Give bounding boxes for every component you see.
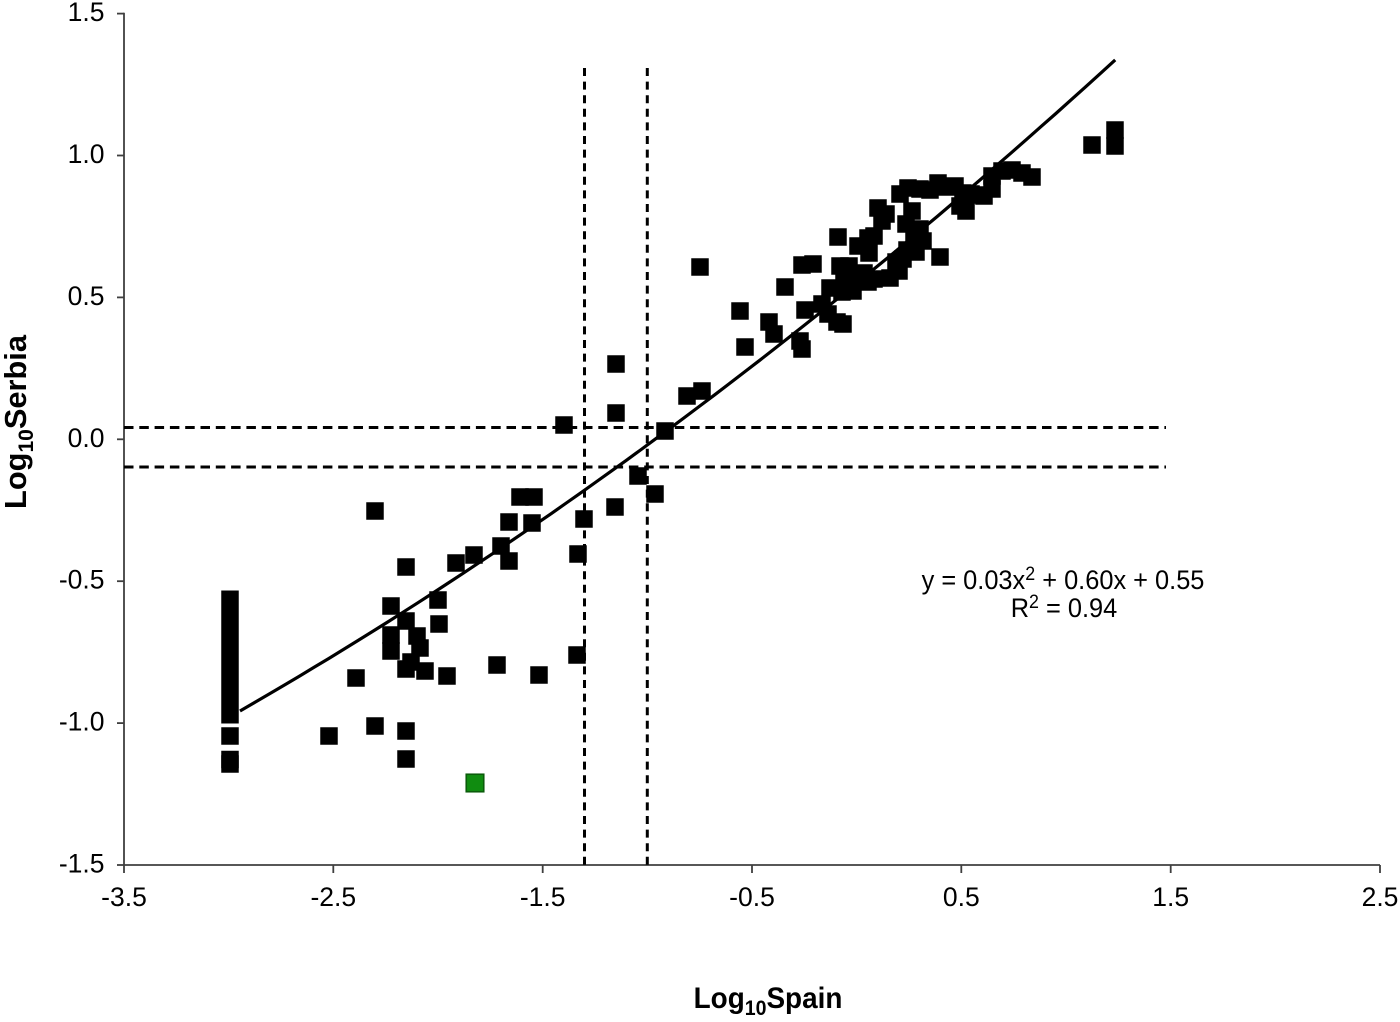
svg-text:-1.5: -1.5 [520,882,566,912]
svg-text:y = 0.03x2 + 0.60x + 0.55: y = 0.03x2 + 0.60x + 0.55 [922,562,1205,595]
svg-text:R2 = 0.94: R2 = 0.94 [1011,590,1118,623]
svg-text:1.5: 1.5 [1152,882,1189,912]
svg-text:0.5: 0.5 [68,281,105,311]
svg-text:0.5: 0.5 [943,882,980,912]
svg-text:1.5: 1.5 [68,0,105,27]
svg-text:-0.5: -0.5 [729,882,775,912]
svg-text:Log10Serbia: Log10Serbia [0,334,38,509]
svg-text:-1.5: -1.5 [59,849,105,879]
svg-text:-2.5: -2.5 [310,882,356,912]
svg-text:Log10Spain: Log10Spain [694,982,843,1017]
svg-text:0.0: 0.0 [68,423,105,453]
svg-text:-0.5: -0.5 [59,565,105,595]
svg-text:-1.0: -1.0 [59,707,105,737]
svg-text:1.0: 1.0 [68,139,105,169]
svg-text:-3.5: -3.5 [101,882,147,912]
svg-text:2.5: 2.5 [1362,882,1399,912]
